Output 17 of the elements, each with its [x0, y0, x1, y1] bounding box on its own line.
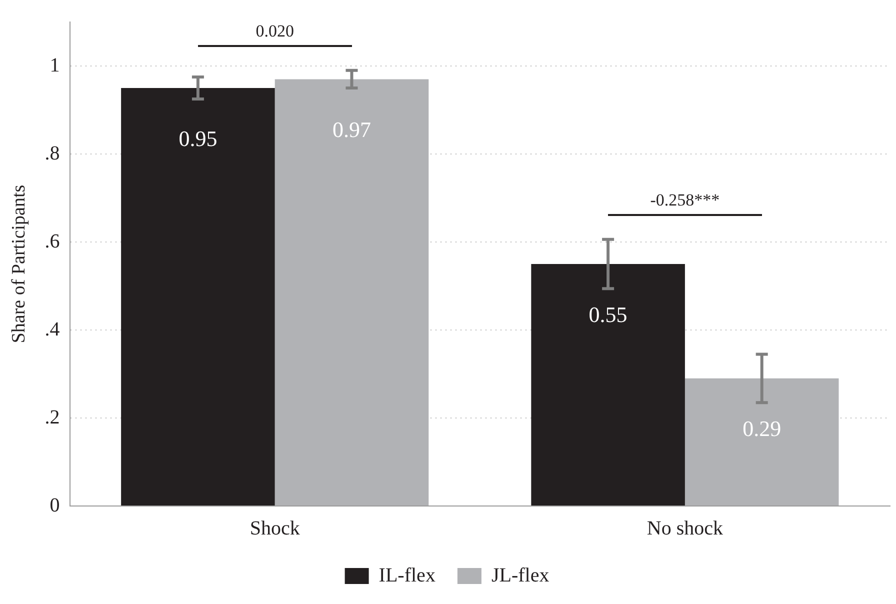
- y-tick-label: .4: [44, 318, 60, 340]
- y-tick-label: .8: [44, 142, 60, 164]
- y-tick-label: 0: [50, 494, 60, 516]
- data-label: 0.97: [332, 116, 371, 142]
- y-tick-label: 1: [50, 54, 60, 76]
- annotation: 0.020: [256, 21, 294, 40]
- annotation: -0.258***: [650, 190, 720, 210]
- x-tick-label: No shock: [646, 517, 724, 540]
- legend-label: IL-flex: [378, 564, 436, 586]
- y-axis-title: Share of Participants: [8, 184, 30, 344]
- data-label: 0.55: [588, 302, 628, 327]
- x-tick-label: Shock: [250, 517, 300, 540]
- data-label: 0.29: [742, 416, 782, 442]
- legend-label: JL-flex: [491, 564, 550, 586]
- y-tick-label: .2: [44, 406, 60, 428]
- data-label: 0.95: [178, 126, 218, 151]
- y-tick-label: .6: [44, 230, 60, 252]
